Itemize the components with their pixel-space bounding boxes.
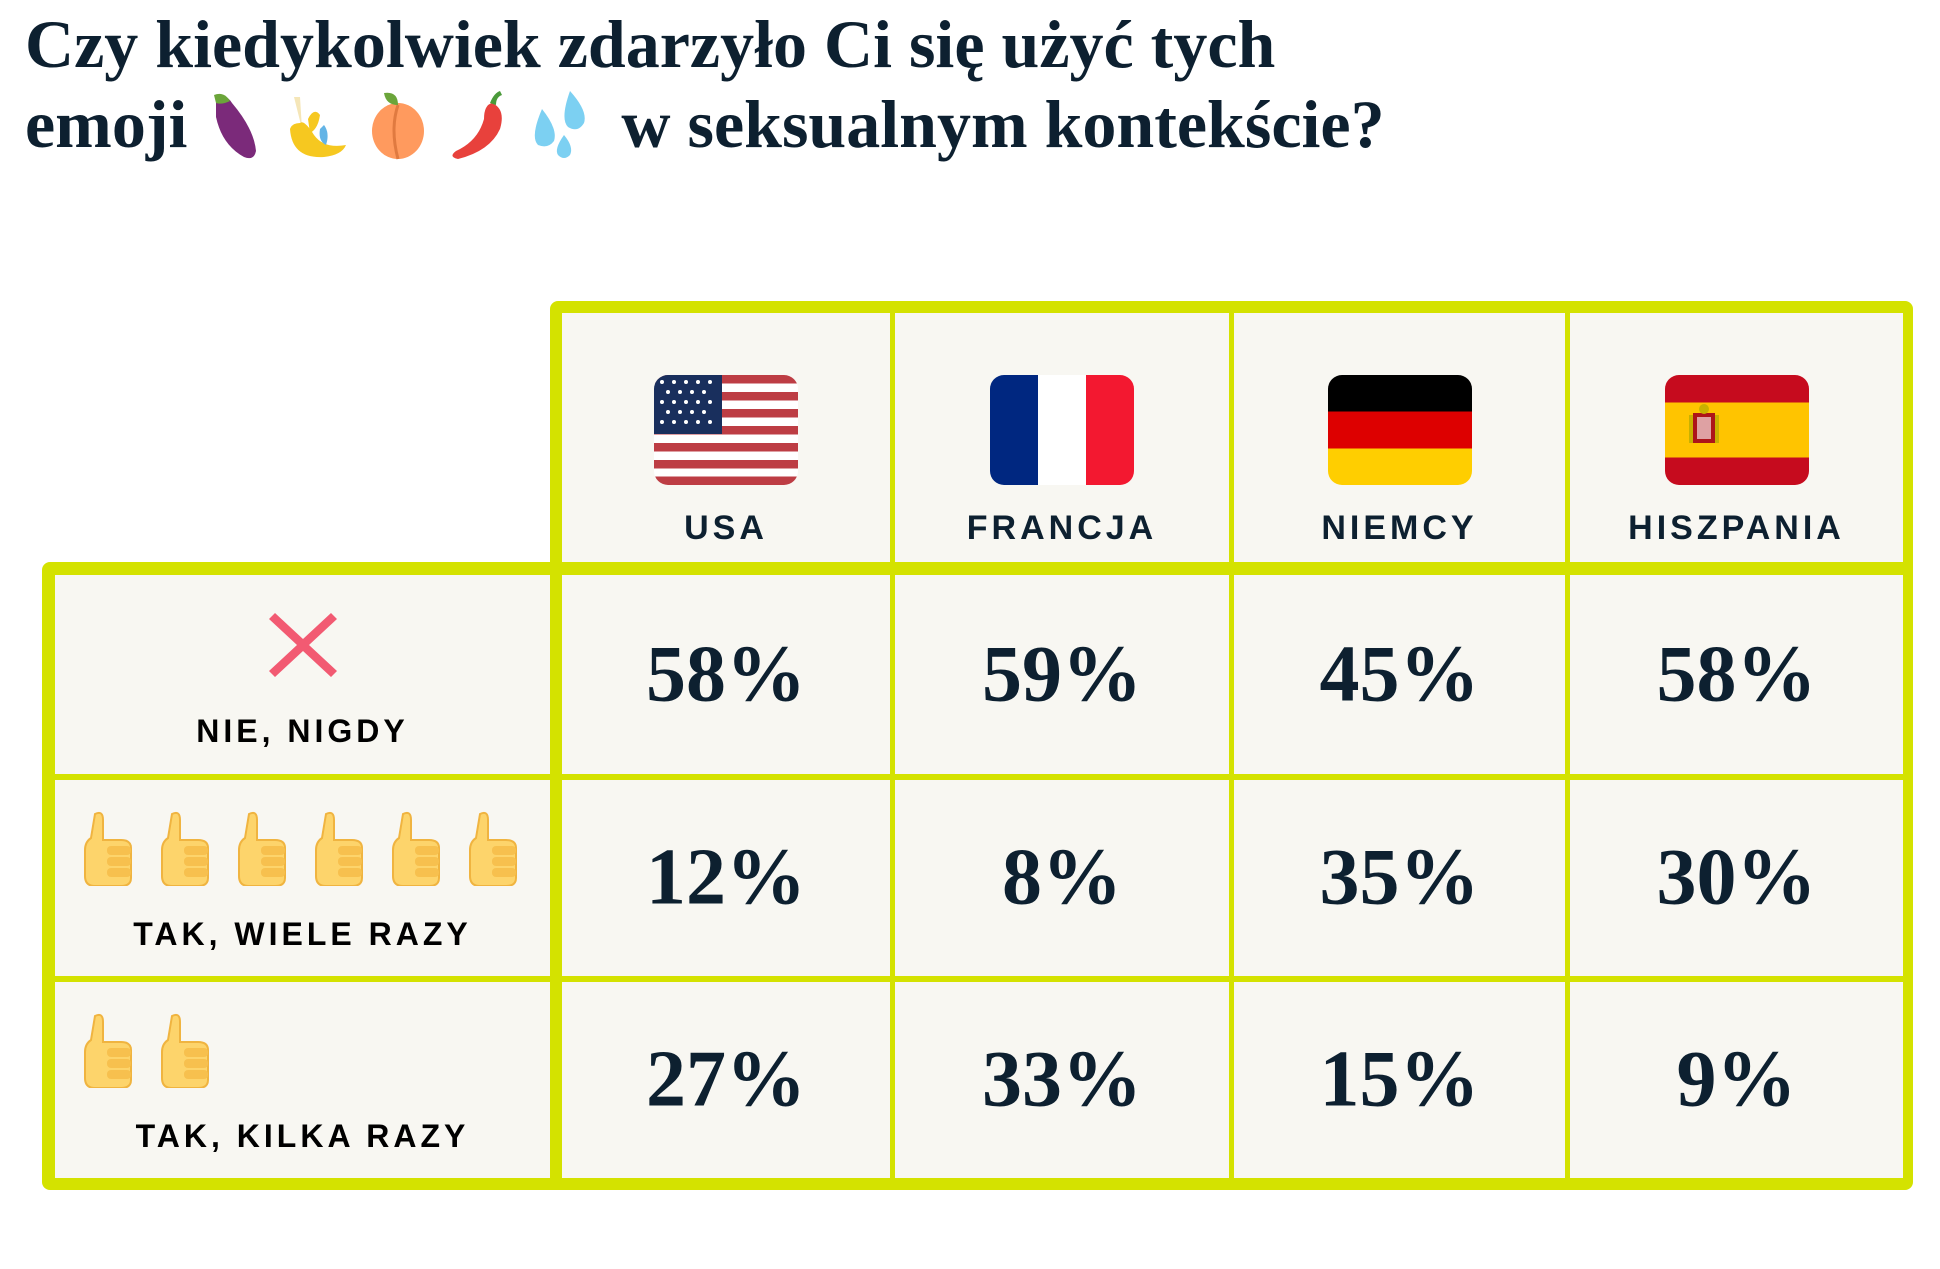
value: 9% <box>1676 1035 1797 1124</box>
thumbs-up-icon <box>158 1012 214 1089</box>
row-label: NIE, NIGDY <box>196 713 409 749</box>
value-cell: 58% <box>562 575 890 774</box>
value: 8% <box>1002 833 1122 922</box>
column-header-usa: USA <box>562 313 890 562</box>
title-line-2: emoji w seksualnym kontekście? <box>25 84 1385 164</box>
row-label: TAK, WIELE RAZY <box>133 916 472 952</box>
value: 15% <box>1319 1035 1480 1124</box>
value-cell: 27% <box>562 982 890 1178</box>
value: 27% <box>646 1035 806 1124</box>
column-header-germany: NIEMCY <box>1234 313 1565 562</box>
value: 58% <box>646 630 806 718</box>
title-line-2-end: w seksualnym kontekście? <box>621 86 1385 162</box>
cross-icon <box>269 613 337 677</box>
page-title: Czy kiedykolwiek zdarzyło Ci się użyć ty… <box>25 4 1385 164</box>
thumbs-up-icon <box>235 810 291 887</box>
row-header-few-times: TAK, KILKA RAZY <box>55 982 550 1178</box>
thumbs-group <box>81 1012 214 1089</box>
value: 45% <box>1319 630 1480 718</box>
france-flag-icon <box>990 375 1134 485</box>
country-label: USA <box>684 509 768 547</box>
value-cell: 12% <box>562 780 890 976</box>
us-flag-icon <box>654 375 798 485</box>
title-line-2-start: emoji <box>25 86 188 162</box>
spain-flag-icon <box>1664 375 1809 485</box>
country-label: NIEMCY <box>1321 509 1478 547</box>
row-header-never: NIE, NIGDY <box>55 575 550 774</box>
country-label: FRANCJA <box>966 509 1158 547</box>
value-cell: 59% <box>895 575 1229 774</box>
country-label: HISZPANIA <box>1628 509 1845 547</box>
banana-icon <box>284 89 352 161</box>
sweat-droplets-icon <box>524 89 592 161</box>
germany-flag-icon <box>1327 375 1472 485</box>
thumbs-up-icon <box>389 810 445 887</box>
row-label: TAK, KILKA RAZY <box>135 1118 470 1154</box>
thumbs-up-icon <box>81 1012 137 1089</box>
value-cell: 33% <box>895 982 1229 1178</box>
value-cell: 30% <box>1570 780 1903 976</box>
thumbs-up-icon <box>81 810 137 887</box>
title-line-1: Czy kiedykolwiek zdarzyło Ci się użyć ty… <box>25 6 1276 82</box>
hot-pepper-icon <box>444 89 512 161</box>
thumbs-up-icon <box>312 810 368 887</box>
column-header-france: FRANCJA <box>895 313 1229 562</box>
value-cell: 58% <box>1570 575 1903 774</box>
peach-icon <box>364 89 432 161</box>
row-header-many-times: TAK, WIELE RAZY <box>55 780 550 976</box>
value: 59% <box>982 630 1142 718</box>
thumbs-up-icon <box>466 810 522 887</box>
column-header-spain: HISZPANIA <box>1570 313 1903 562</box>
eggplant-icon <box>204 89 272 161</box>
value-cell: 9% <box>1570 982 1903 1178</box>
value-cell: 8% <box>895 780 1229 976</box>
value: 33% <box>982 1035 1142 1124</box>
value-cell: 35% <box>1234 780 1565 976</box>
value: 35% <box>1319 833 1480 922</box>
thumbs-up-icon <box>158 810 214 887</box>
value-cell: 15% <box>1234 982 1565 1178</box>
value: 58% <box>1656 630 1817 718</box>
value: 12% <box>646 833 806 922</box>
value: 30% <box>1656 833 1817 922</box>
value-cell: 45% <box>1234 575 1565 774</box>
thumbs-group <box>81 810 522 887</box>
